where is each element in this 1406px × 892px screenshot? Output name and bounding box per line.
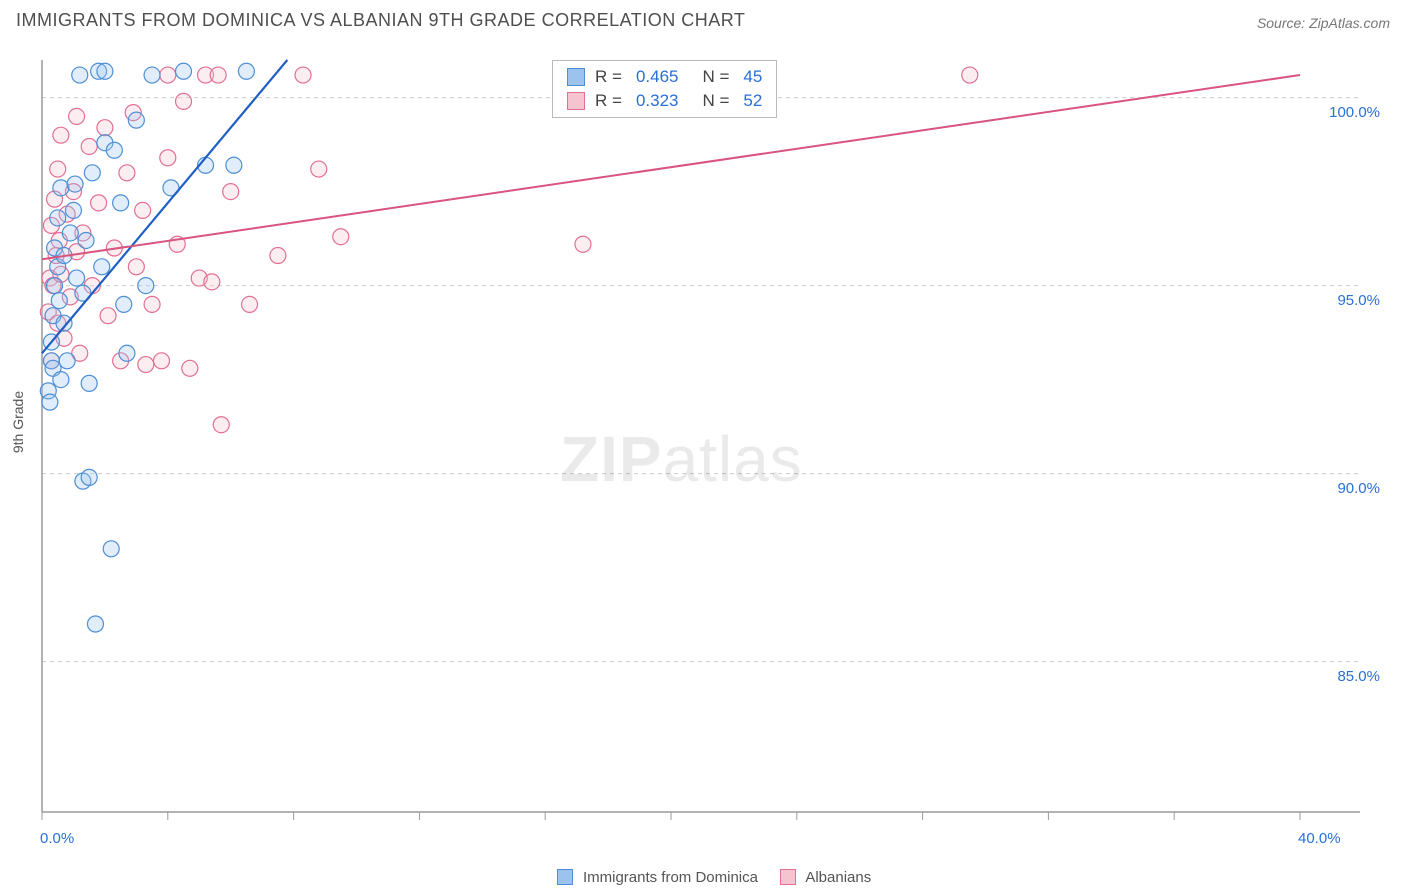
legend-n-value: 45 [743,67,762,87]
legend-series-label: Albanians [802,869,871,886]
y-axis-title: 9th Grade [10,391,26,453]
chart-title: IMMIGRANTS FROM DOMINICA VS ALBANIAN 9TH… [16,10,745,31]
chart-header: IMMIGRANTS FROM DOMINICA VS ALBANIAN 9TH… [0,0,1406,35]
correlation-legend: R = 0.465 N = 45 R = 0.323 N = 52 [552,60,777,118]
y-tick-label: 85.0% [1310,668,1380,685]
legend-swatch [780,869,796,885]
legend-swatch [557,869,573,885]
series-legend: Immigrants from Dominica Albanians [0,869,1406,886]
scatter-plot [0,42,1406,892]
y-tick-label: 95.0% [1310,292,1380,309]
legend-series-label: Immigrants from Dominica [579,869,758,886]
legend-r-value: 0.323 [636,91,679,111]
legend-swatch [567,92,585,110]
chart-source: Source: ZipAtlas.com [1257,15,1390,31]
legend-r-label: R = [595,67,622,87]
x-tick-label: 40.0% [1298,830,1341,847]
legend-r-label: R = [595,91,622,111]
x-tick-label: 0.0% [40,830,74,847]
legend-n-value: 52 [743,91,762,111]
legend-n-label: N = [702,91,729,111]
legend-n-label: N = [702,67,729,87]
legend-swatch [567,68,585,86]
y-tick-label: 100.0% [1310,104,1380,121]
y-tick-label: 90.0% [1310,480,1380,497]
legend-row: R = 0.465 N = 45 [553,65,776,89]
legend-row: R = 0.323 N = 52 [553,89,776,113]
legend-r-value: 0.465 [636,67,679,87]
chart-area: 9th Grade ZIPatlas R =0.465N =45R =0.323… [0,42,1406,892]
